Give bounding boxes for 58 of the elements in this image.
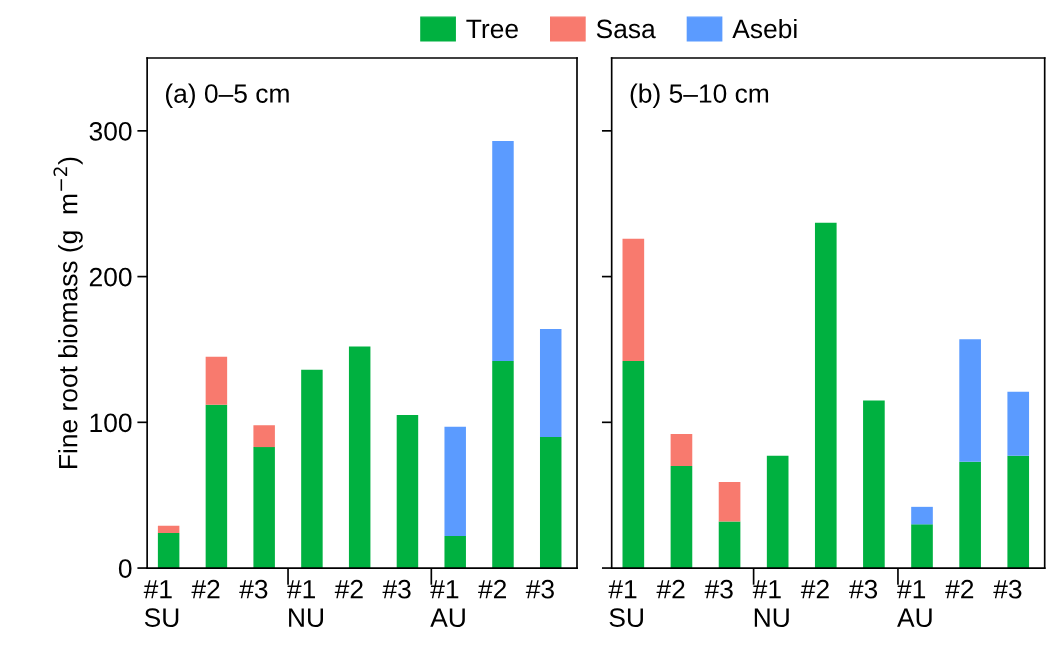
bar <box>959 461 981 569</box>
x-tick-label: #3 <box>849 579 878 599</box>
bar <box>492 141 514 362</box>
bar <box>253 425 275 448</box>
bar <box>959 339 981 462</box>
bar <box>911 524 933 569</box>
bar <box>863 400 885 569</box>
bar <box>622 238 645 362</box>
bar <box>157 533 180 569</box>
x-tick-label: #1 SU <box>143 580 179 627</box>
bar <box>1007 455 1030 569</box>
bar <box>444 536 466 569</box>
x-tick-label: #3 <box>704 579 733 599</box>
bar <box>814 222 837 569</box>
bar <box>622 361 645 569</box>
x-tick-label: #2 <box>656 579 685 599</box>
x-tick-label: #2 <box>478 579 506 599</box>
x-tick-label: #2 <box>334 579 363 599</box>
x-tick-label: #1 AU <box>897 580 932 627</box>
bar <box>1007 391 1030 456</box>
x-tick-label: #1 SU <box>608 580 643 627</box>
bar <box>539 329 562 437</box>
y-tick-label: 200 <box>89 267 132 287</box>
bar <box>396 415 419 569</box>
bar <box>539 436 562 569</box>
text: (b) 5–10 cm <box>630 83 769 109</box>
bar <box>157 525 180 534</box>
x-tick-label: #3 <box>993 579 1022 599</box>
legend-label: Tree <box>466 19 518 39</box>
y-tick-label: 0 <box>118 559 132 578</box>
bar <box>444 426 466 536</box>
x-tick-label: #2 <box>945 579 974 599</box>
x-tick-label: #1 NU <box>752 580 789 627</box>
bar <box>301 369 323 569</box>
x-tick-label: #3 <box>239 579 268 599</box>
x-tick-label: #3 <box>525 579 554 599</box>
y-axis-title: Fine root biomass (g m$^{−2}$) <box>53 157 83 469</box>
bar <box>911 506 933 525</box>
bar <box>492 361 514 569</box>
x-tick-label: #1 NU <box>287 580 323 627</box>
bar <box>766 455 789 569</box>
y-tick-label: 100 <box>90 413 132 433</box>
legend-label: Sasa <box>596 19 656 39</box>
bar <box>718 482 741 522</box>
bar <box>670 466 693 569</box>
bar <box>253 447 275 569</box>
x-tick-label: #2 <box>191 579 220 599</box>
x-tick-label: #1 AU <box>430 580 465 627</box>
bar <box>205 356 228 405</box>
x-tick-label: #3 <box>382 579 411 599</box>
bar <box>348 346 371 569</box>
y-tick-label: 300 <box>89 121 132 141</box>
x-tick-label: #2 <box>800 579 829 599</box>
bar <box>718 521 741 569</box>
text: (a) 0–5 cm <box>165 83 289 109</box>
legend-label: Asebi <box>732 18 797 39</box>
bar <box>205 404 228 569</box>
bar <box>670 433 693 467</box>
